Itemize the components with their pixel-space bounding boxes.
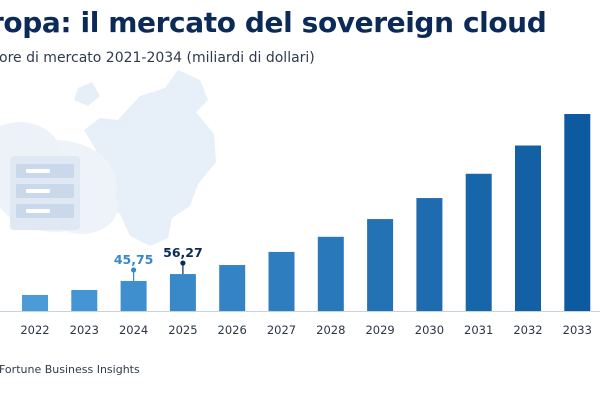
x-tick-label: 2028 xyxy=(316,323,345,337)
chart-title: ropa: il mercato del sovereign cloud xyxy=(0,6,547,39)
bar-2023 xyxy=(71,289,98,311)
data-label-2025: 56,27 xyxy=(163,245,203,260)
x-tick-label: 2025 xyxy=(168,323,197,337)
x-tick-label: 2024 xyxy=(119,323,148,337)
data-label-pin-dot xyxy=(180,260,186,266)
bar-2022 xyxy=(22,294,48,311)
bar-2033 xyxy=(564,114,591,311)
bar-2027 xyxy=(268,251,295,311)
bar-2025 xyxy=(169,274,196,311)
source-note: Fortune Business Insights xyxy=(0,363,140,376)
x-tick-label: 2031 xyxy=(464,323,493,337)
bar-2024 xyxy=(120,280,147,311)
data-label-pin-dot xyxy=(131,267,137,273)
x-tick-label: 2032 xyxy=(513,323,542,337)
bar-2032 xyxy=(515,145,541,311)
x-tick-label: 2022 xyxy=(20,323,49,337)
x-tick-label: 2027 xyxy=(267,323,296,337)
bar-2031 xyxy=(465,173,492,311)
x-tick-label: 2029 xyxy=(365,323,394,337)
data-label-2024: 45,75 xyxy=(114,252,154,267)
x-tick-label: 2023 xyxy=(70,323,99,337)
chart-subtitle: ore di mercato 2021-2034 (miliardi di do… xyxy=(0,50,315,66)
bar-2026 xyxy=(219,265,246,311)
bar-2029 xyxy=(367,219,394,311)
x-tick-label: 2033 xyxy=(563,323,592,337)
cloud-server-icon xyxy=(0,122,118,234)
x-tick-label: 2030 xyxy=(415,323,444,337)
bar-2028 xyxy=(317,236,344,311)
x-tick-label: 2026 xyxy=(218,323,247,337)
bar-2030 xyxy=(416,198,443,311)
